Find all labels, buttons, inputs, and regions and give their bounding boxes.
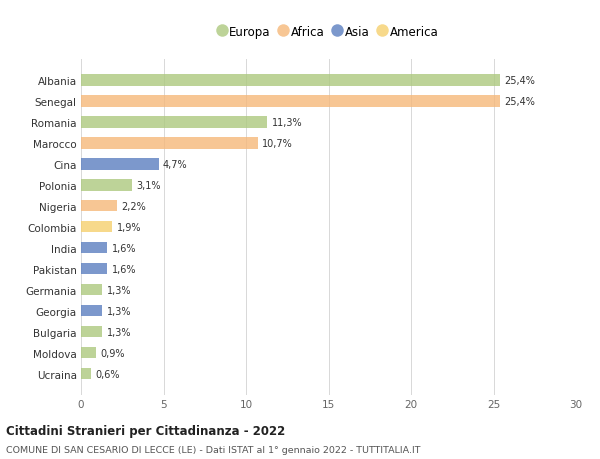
- Bar: [81, 221, 112, 233]
- Bar: [81, 117, 268, 128]
- Bar: [81, 138, 257, 149]
- Bar: [81, 179, 132, 191]
- Text: 2,2%: 2,2%: [121, 202, 146, 211]
- Bar: [81, 263, 107, 275]
- Bar: [81, 242, 107, 254]
- Text: 1,6%: 1,6%: [112, 243, 136, 253]
- Text: 4,7%: 4,7%: [163, 159, 187, 169]
- Text: 1,3%: 1,3%: [107, 285, 131, 295]
- Text: 1,3%: 1,3%: [107, 327, 131, 337]
- Text: 25,4%: 25,4%: [504, 96, 535, 106]
- Legend: Europa, Africa, Asia, America: Europa, Africa, Asia, America: [215, 22, 442, 42]
- Text: Cittadini Stranieri per Cittadinanza - 2022: Cittadini Stranieri per Cittadinanza - 2…: [6, 425, 285, 437]
- Text: COMUNE DI SAN CESARIO DI LECCE (LE) - Dati ISTAT al 1° gennaio 2022 - TUTTITALIA: COMUNE DI SAN CESARIO DI LECCE (LE) - Da…: [6, 445, 421, 454]
- Text: 0,9%: 0,9%: [100, 348, 124, 358]
- Bar: [81, 368, 91, 380]
- Bar: [81, 201, 118, 212]
- Bar: [81, 284, 103, 296]
- Text: 0,6%: 0,6%: [95, 369, 119, 379]
- Text: 3,1%: 3,1%: [136, 180, 161, 190]
- Text: 10,7%: 10,7%: [262, 139, 292, 148]
- Bar: [81, 96, 500, 107]
- Bar: [81, 326, 103, 338]
- Text: 1,9%: 1,9%: [116, 222, 141, 232]
- Text: 11,3%: 11,3%: [272, 118, 302, 128]
- Bar: [81, 75, 500, 86]
- Bar: [81, 347, 96, 358]
- Text: 25,4%: 25,4%: [504, 76, 535, 86]
- Text: 1,6%: 1,6%: [112, 264, 136, 274]
- Bar: [81, 305, 103, 317]
- Bar: [81, 159, 158, 170]
- Text: 1,3%: 1,3%: [107, 306, 131, 316]
